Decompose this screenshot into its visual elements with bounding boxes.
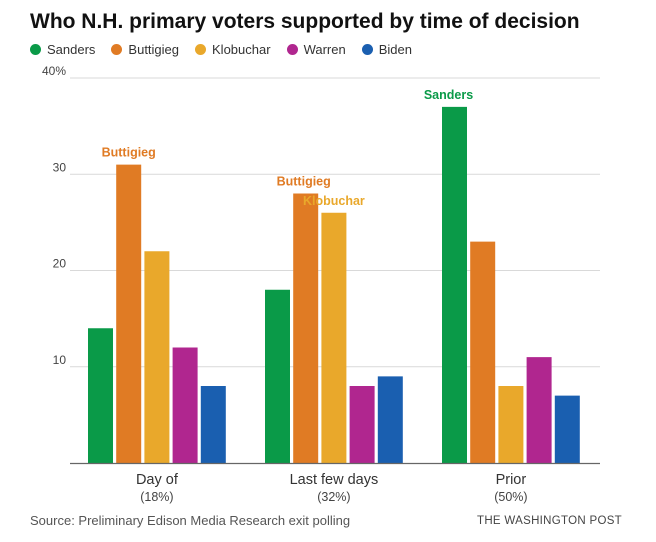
legend-item-buttigieg: Buttigieg (111, 42, 179, 57)
annotation-buttigieg-1: Buttigieg (277, 175, 331, 189)
y-tick-label-30: 30 (53, 160, 67, 174)
bar-warren-2 (526, 357, 552, 463)
x-category-share-2: (50%) (494, 490, 527, 504)
legend-label-klobuchar: Klobuchar (212, 42, 271, 57)
bar-warren-1 (349, 386, 375, 463)
bar-warren-0 (172, 347, 198, 463)
y-tick-label-10: 10 (53, 353, 67, 367)
legend-label-biden: Biden (378, 42, 412, 57)
legend-item-sanders: Sanders (30, 42, 95, 57)
legend-swatch-klobuchar (195, 44, 207, 55)
source-note: Source: Preliminary Edison Media Researc… (30, 513, 351, 528)
legend-item-klobuchar: Klobuchar (195, 42, 271, 57)
legend-item-biden: Biden (361, 42, 412, 57)
bar-buttigieg-1 (293, 193, 319, 463)
legend: Sanders Buttigieg Klobuchar Warren Biden (30, 42, 412, 57)
bar-chart: 10 20 30 40% Day of (18%) Last few days (32%) Pr… (42, 64, 600, 504)
bar-biden-0 (200, 386, 226, 463)
x-category-label-1: Last few days (290, 472, 379, 488)
x-category-share-1: (32%) (317, 490, 350, 504)
x-category-label-2: Prior (496, 472, 527, 488)
x-category-share-0: (18%) (140, 490, 173, 504)
bar-klobuchar-0 (144, 251, 170, 463)
legend-swatch-warren (286, 44, 298, 55)
y-tick-label-20: 20 (53, 257, 67, 271)
legend-label-buttigieg: Buttigieg (128, 42, 180, 57)
bar-buttigieg-2 (470, 241, 496, 463)
bar-biden-2 (554, 395, 580, 463)
bar-sanders-1 (265, 289, 290, 463)
y-tick-label-40: 40% (42, 64, 66, 78)
legend-item-warren: Warren (286, 42, 346, 57)
annotation-buttigieg-0: Buttigieg (102, 146, 156, 160)
legend-label-sanders: Sanders (47, 42, 96, 57)
legend-label-warren: Warren (303, 42, 346, 57)
legend-swatch-sanders (30, 44, 41, 55)
publisher-credit: THE WASHINGTON POST (477, 515, 622, 527)
bar-biden-1 (377, 376, 403, 463)
chart-title: Who N.H. primary voters supported by tim… (30, 10, 580, 33)
bar-sanders-2 (442, 106, 467, 463)
legend-swatch-biden (361, 44, 373, 55)
annotation-sanders-2: Sanders (424, 88, 473, 102)
annotation-klobuchar-1: Klobuchar (303, 194, 365, 208)
bar-klobuchar-1 (321, 212, 347, 463)
bar-klobuchar-2 (498, 386, 524, 463)
bar-buttigieg-0 (116, 164, 142, 463)
bar-sanders-0 (88, 328, 113, 463)
legend-swatch-buttigieg (111, 44, 123, 55)
x-category-label-0: Day of (136, 472, 179, 488)
